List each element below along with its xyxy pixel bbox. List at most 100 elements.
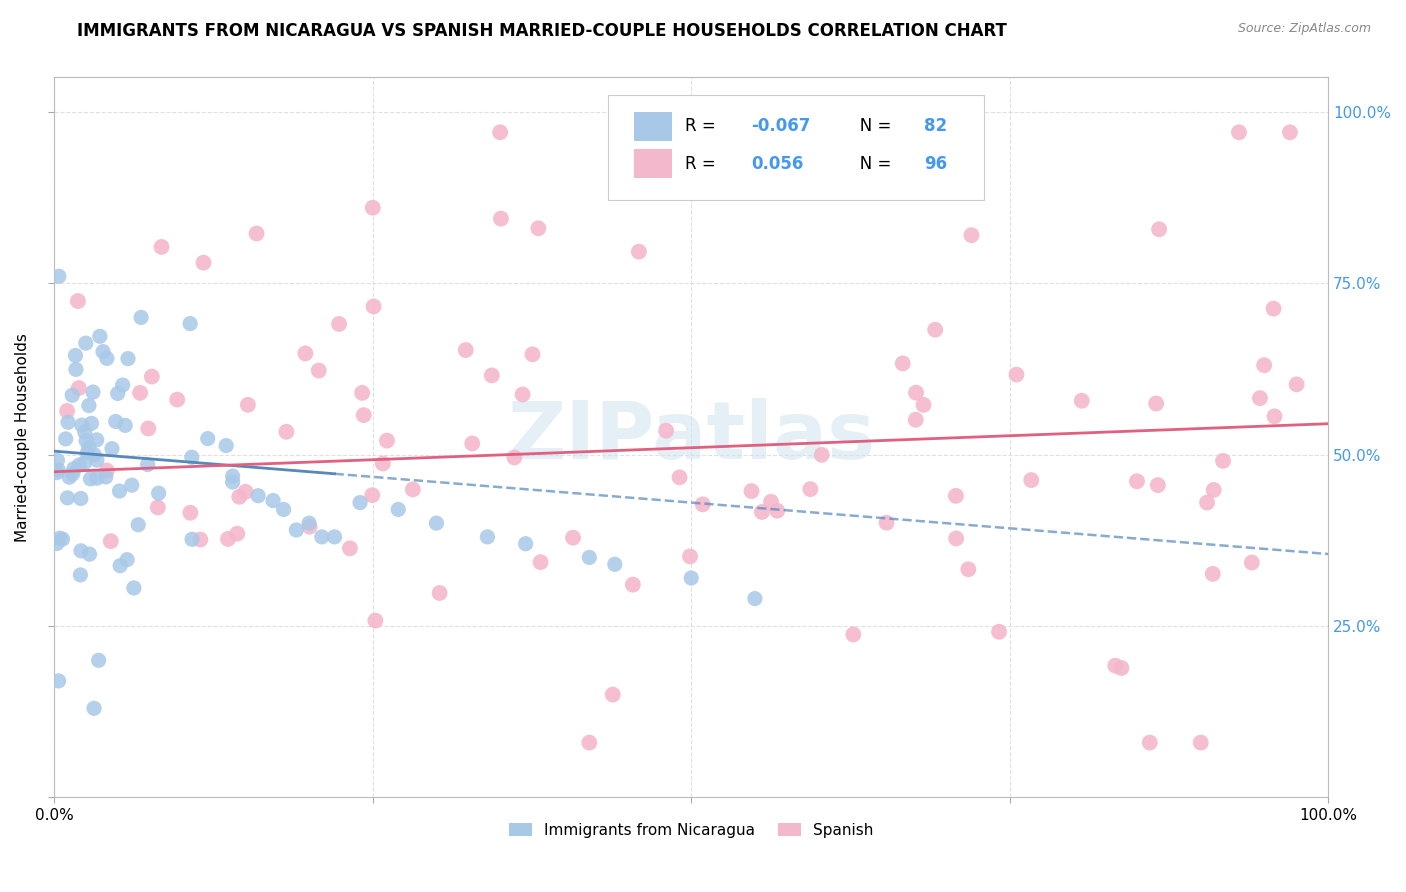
Point — [349, 495, 371, 509]
Point — [136, 421, 159, 435]
Point — [46, 463, 69, 477]
Point — [945, 532, 967, 546]
Point — [80, 417, 103, 431]
Point — [924, 323, 946, 337]
Text: Source: ZipAtlas.com: Source: ZipAtlas.com — [1237, 22, 1371, 36]
Point — [655, 424, 678, 438]
Text: -0.067: -0.067 — [751, 118, 810, 136]
Point — [115, 552, 138, 566]
Y-axis label: Married-couple Households: Married-couple Households — [15, 333, 30, 541]
Text: R =: R = — [685, 155, 721, 173]
Point — [1019, 473, 1042, 487]
Point — [1263, 409, 1285, 424]
Point — [1197, 495, 1219, 509]
Point — [960, 228, 983, 243]
Point — [527, 221, 550, 235]
Point — [86, 471, 108, 485]
Point — [361, 201, 384, 215]
Text: IMMIGRANTS FROM NICARAGUA VS SPANISH MARRIED-COUPLE HOUSEHOLDS CORRELATION CHART: IMMIGRANTS FROM NICARAGUA VS SPANISH MAR… — [77, 22, 1007, 40]
Point — [1139, 735, 1161, 749]
Point — [957, 562, 980, 576]
Point — [69, 491, 91, 506]
Point — [83, 448, 105, 462]
Point — [668, 470, 690, 484]
Point — [512, 387, 534, 401]
Point — [60, 388, 83, 402]
Point — [66, 294, 89, 309]
Point — [603, 558, 626, 572]
Point — [477, 530, 499, 544]
Point — [891, 356, 914, 370]
Point — [842, 627, 865, 641]
Point — [276, 425, 298, 439]
Point — [912, 398, 935, 412]
Point — [121, 478, 143, 492]
Point — [101, 442, 124, 456]
Point — [294, 346, 316, 360]
Point — [87, 653, 110, 667]
Point — [876, 516, 898, 530]
Point — [62, 461, 84, 475]
Point — [75, 336, 97, 351]
Point — [65, 349, 87, 363]
Point — [692, 497, 714, 511]
Point — [1240, 556, 1263, 570]
Bar — [634, 112, 672, 141]
Point — [489, 125, 512, 139]
Point — [141, 369, 163, 384]
Point — [70, 418, 93, 433]
Point — [56, 415, 79, 429]
Point — [136, 458, 159, 472]
Point — [127, 517, 149, 532]
Point — [62, 467, 84, 481]
Point — [740, 484, 762, 499]
Point — [56, 404, 79, 418]
Point — [83, 701, 105, 715]
Point — [77, 399, 100, 413]
Point — [86, 453, 108, 467]
Point — [1104, 658, 1126, 673]
Point — [1263, 301, 1285, 316]
Point — [311, 530, 333, 544]
Text: 0.056: 0.056 — [751, 155, 803, 173]
Point — [744, 591, 766, 606]
Point — [91, 344, 114, 359]
Point — [228, 490, 250, 504]
Point — [67, 381, 90, 395]
Point — [96, 351, 118, 366]
Point — [107, 386, 129, 401]
Point — [188, 533, 211, 547]
FancyBboxPatch shape — [609, 95, 984, 200]
Text: N =: N = — [844, 118, 897, 136]
Point — [1285, 377, 1308, 392]
Point — [273, 502, 295, 516]
Point — [69, 568, 91, 582]
Point — [1249, 391, 1271, 405]
Point — [425, 516, 447, 530]
Point — [298, 516, 321, 530]
Point — [235, 484, 257, 499]
Point — [166, 392, 188, 407]
Point — [48, 269, 70, 284]
Point — [766, 504, 789, 518]
Point — [100, 534, 122, 549]
Point — [262, 493, 284, 508]
Point — [221, 475, 243, 489]
Point — [117, 351, 139, 366]
Point — [197, 432, 219, 446]
Point — [945, 489, 967, 503]
Point — [489, 211, 512, 226]
Point — [58, 470, 80, 484]
Point — [328, 317, 350, 331]
Point — [215, 439, 238, 453]
Point — [65, 362, 87, 376]
Point — [1212, 454, 1234, 468]
Point — [96, 463, 118, 477]
Point — [193, 255, 215, 269]
Point — [375, 434, 398, 448]
Point — [77, 441, 100, 455]
Text: N =: N = — [844, 155, 897, 173]
Text: ZIPatlas: ZIPatlas — [508, 399, 876, 476]
Point — [45, 466, 67, 480]
Point — [1005, 368, 1028, 382]
